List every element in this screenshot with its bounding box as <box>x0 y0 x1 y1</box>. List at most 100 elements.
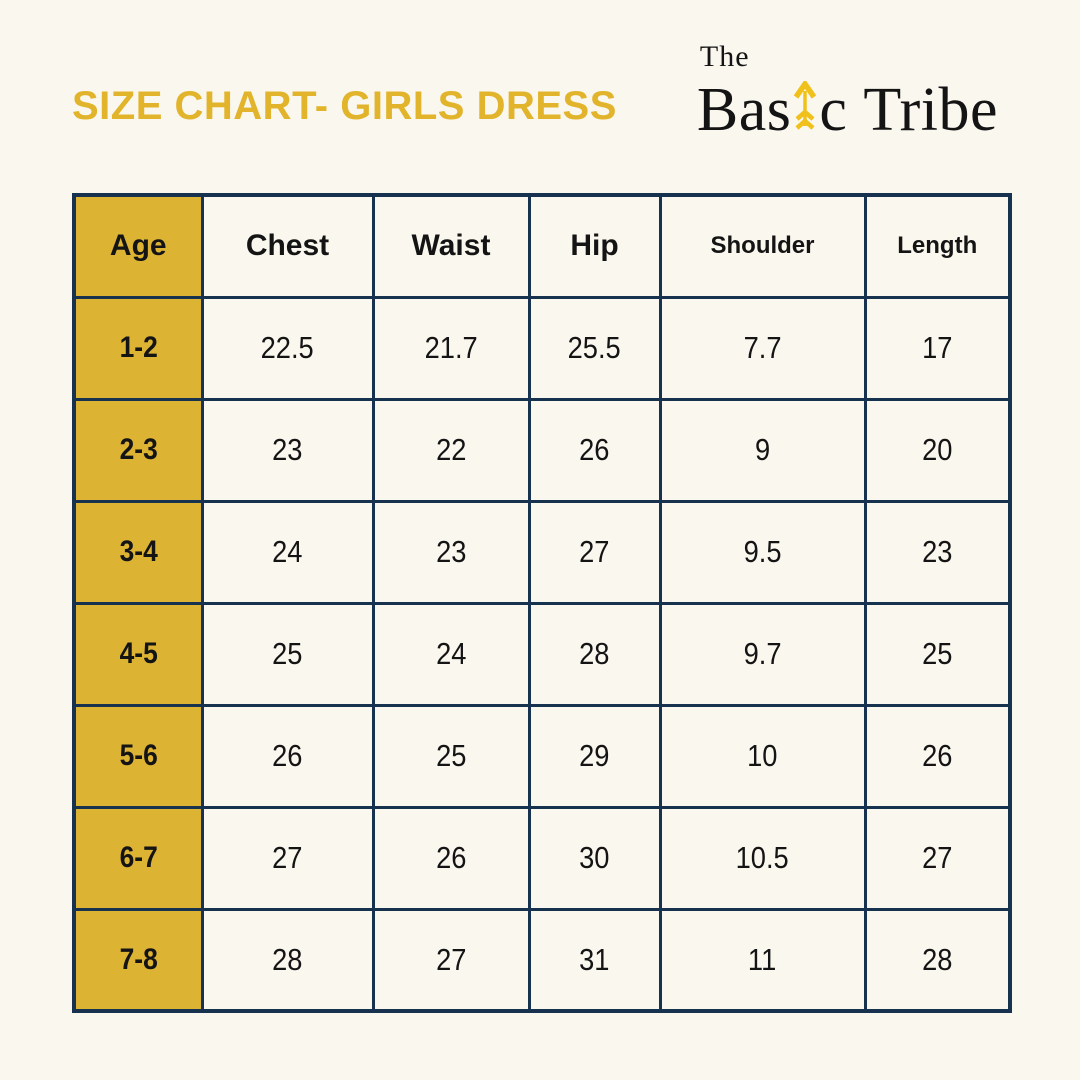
measurement-value: 26 <box>435 840 467 875</box>
measurement-cell: 9 <box>658 397 867 503</box>
measurement-cell: 25 <box>200 601 375 707</box>
measurement-value: 7.7 <box>743 330 782 365</box>
table-row: 1-2 22.5 21.7 25.5 7.7 17 <box>72 295 1012 401</box>
measurement-value: 27 <box>435 941 467 977</box>
measurement-cell: 27 <box>863 805 1012 911</box>
brand-logo: The Bas c Tribe <box>697 42 998 142</box>
measurement-value: 25.5 <box>567 330 622 365</box>
measurement-value: 28 <box>922 941 953 977</box>
measurement-value: 26 <box>922 738 953 773</box>
age-value: 7-8 <box>119 942 158 976</box>
measurement-cell: 27 <box>527 499 662 605</box>
measurement-cell: 26 <box>863 703 1012 809</box>
measurement-value: 23 <box>922 534 953 569</box>
measurement-cell: 11 <box>658 907 867 1013</box>
table-header: Age Chest Waist Hip Shoulder Length <box>72 193 1012 299</box>
age-cell: 7-8 <box>72 907 204 1013</box>
measurement-value: 23 <box>272 432 303 467</box>
measurement-value: 25 <box>922 636 953 671</box>
measurement-value: 24 <box>272 534 303 569</box>
age-cell: 2-3 <box>72 397 204 503</box>
measurement-cell: 26 <box>371 805 531 911</box>
measurement-value: 21.7 <box>424 330 478 365</box>
measurement-value: 22.5 <box>260 330 315 365</box>
measurement-value: 28 <box>272 941 303 977</box>
measurement-cell: 22 <box>371 397 531 503</box>
measurement-cell: 30 <box>527 805 662 911</box>
measurement-value: 28 <box>579 636 610 671</box>
measurement-cell: 26 <box>527 397 662 503</box>
measurement-cell: 9.7 <box>658 601 867 707</box>
measurement-value: 26 <box>272 738 303 773</box>
measurement-value: 27 <box>579 534 610 569</box>
measurement-cell: 23 <box>200 397 375 503</box>
measurement-value: 29 <box>579 738 610 773</box>
age-value: 6-7 <box>119 841 158 874</box>
measurement-cell: 10 <box>658 703 867 809</box>
measurement-cell: 31 <box>527 907 662 1013</box>
logo-main-text: Bas c Tribe <box>697 78 998 141</box>
measurement-cell: 24 <box>371 601 531 707</box>
measurement-value: 27 <box>272 840 303 875</box>
measurement-value: 24 <box>435 636 467 671</box>
column-header-waist: Waist <box>371 193 531 299</box>
measurement-value: 26 <box>579 432 610 467</box>
column-header-age: Age <box>72 193 204 299</box>
measurement-cell: 28 <box>863 907 1012 1013</box>
table-row: 3-4 24 23 27 9.5 23 <box>72 499 1012 605</box>
logo-word1-prefix: Bas <box>696 76 792 144</box>
age-value: 3-4 <box>119 535 158 568</box>
measurement-value: 25 <box>435 738 467 773</box>
measurement-cell: 27 <box>371 907 531 1013</box>
up-arrow-icon <box>794 81 817 130</box>
table-row: 7-8 28 27 31 11 28 <box>72 907 1012 1013</box>
measurement-cell: 22.5 <box>200 295 375 401</box>
table-row: 6-7 27 26 30 10.5 27 <box>72 805 1012 911</box>
measurement-value: 11 <box>748 941 777 977</box>
measurement-cell: 23 <box>371 499 531 605</box>
measurement-cell: 25 <box>863 601 1012 707</box>
age-value: 5-6 <box>119 739 158 772</box>
age-value: 2-3 <box>119 433 158 466</box>
age-value: 4-5 <box>119 637 158 670</box>
measurement-cell: 25 <box>371 703 531 809</box>
measurement-value: 9.5 <box>743 534 782 569</box>
measurement-value: 9.7 <box>743 636 782 671</box>
column-header-chest: Chest <box>200 193 375 299</box>
measurement-value: 27 <box>922 840 953 875</box>
measurement-cell: 27 <box>200 805 375 911</box>
column-header-length: Length <box>863 193 1012 299</box>
measurement-cell: 23 <box>863 499 1012 605</box>
column-header-hip: Hip <box>527 193 662 299</box>
age-cell: 3-4 <box>72 499 204 605</box>
measurement-cell: 28 <box>200 907 375 1013</box>
measurement-cell: 10.5 <box>658 805 867 911</box>
measurement-cell: 24 <box>200 499 375 605</box>
measurement-value: 31 <box>579 941 610 977</box>
header-row: Age Chest Waist Hip Shoulder Length <box>72 193 1012 299</box>
logo-word2: Tribe <box>863 76 998 144</box>
measurement-value: 25 <box>272 636 303 671</box>
measurement-value: 9 <box>754 432 771 467</box>
table-row: 2-3 23 22 26 9 20 <box>72 397 1012 503</box>
measurement-value: 22 <box>435 432 467 467</box>
measurement-value: 23 <box>435 534 467 569</box>
measurement-value: 30 <box>579 840 610 875</box>
age-cell: 1-2 <box>72 295 204 401</box>
measurement-value: 17 <box>922 330 953 365</box>
age-cell: 5-6 <box>72 703 204 809</box>
measurement-value: 20 <box>922 432 953 467</box>
age-cell: 6-7 <box>72 805 204 911</box>
measurement-cell: 21.7 <box>371 295 531 401</box>
table-body: 1-2 22.5 21.7 25.5 7.7 17 2-3 23 22 26 9 20 3-4 24 23 2… <box>72 295 1012 1013</box>
measurement-cell: 29 <box>527 703 662 809</box>
column-header-shoulder: Shoulder <box>658 193 867 299</box>
page-title: SIZE CHART- GIRLS DRESS <box>72 84 617 128</box>
measurement-value: 10 <box>747 738 778 773</box>
measurement-cell: 25.5 <box>527 295 662 401</box>
size-chart-table: Age Chest Waist Hip Shoulder Length 1-2 22.5 21… <box>72 193 1012 1013</box>
age-value: 1-2 <box>119 331 158 364</box>
measurement-cell: 28 <box>527 601 662 707</box>
measurement-value: 10.5 <box>735 840 790 875</box>
